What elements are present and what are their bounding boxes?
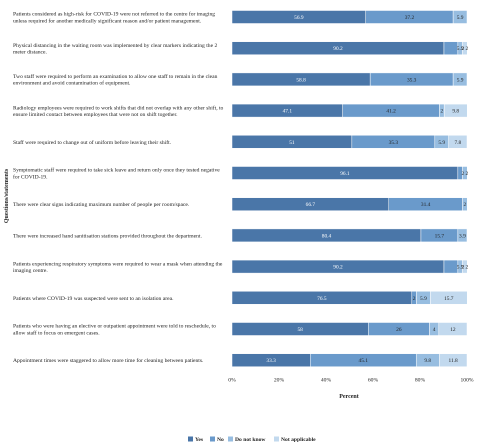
data-label: 12 (450, 327, 456, 333)
legend-swatch (274, 436, 279, 442)
bar-segment-do-not-know (462, 197, 468, 211)
data-label: 47.1 (283, 109, 293, 115)
data-label: 5.9 (457, 46, 464, 52)
data-label: 7.8 (454, 140, 461, 146)
bar-segment-do-not-know (452, 72, 468, 87)
legend-label: Not applicable (281, 437, 316, 443)
bar-segment-not-applicable (438, 322, 468, 336)
statement-label: Symptomatic staff were required to take … (13, 167, 220, 181)
data-label: 15.7 (444, 296, 454, 302)
x-tick-label: 60% (368, 378, 379, 384)
data-label: 15.7 (435, 233, 445, 239)
bar-segment-not-applicable (448, 135, 468, 149)
legend-swatch (210, 436, 215, 442)
data-label: 4 (433, 327, 436, 333)
bar-segment-not-applicable (462, 41, 468, 55)
data-label: 41.2 (386, 109, 396, 115)
data-label: 58.8 (296, 77, 306, 83)
data-label: 96.1 (340, 171, 350, 177)
statement-label: There were clear signs indicating maximu… (13, 201, 190, 208)
data-label: 35.3 (407, 77, 417, 83)
statement-label: Patients who were having an elective or … (13, 324, 216, 337)
bar-area (231, 10, 468, 367)
data-label: 33.3 (266, 358, 276, 364)
legend-label: Do not know (235, 437, 266, 443)
data-label: 5.9 (457, 77, 464, 83)
data-label: 90.2 (333, 265, 343, 271)
statement-label: Physical distancing in the waiting room … (13, 43, 217, 56)
bar-segment-not-applicable (443, 103, 468, 118)
bar-segment-do-not-know (462, 166, 468, 180)
value-labels: 56.9 37.2 5.990.2 5.92 258.8 35.3 5.947.1 41.2… (266, 15, 468, 364)
x-tick-label: 80% (415, 378, 426, 384)
data-label: 37.2 (405, 15, 415, 21)
x-axis: 0% 20% 40% 60% 80% 100% (228, 378, 474, 384)
data-label: 2 2 (462, 265, 469, 271)
data-label: 9.8 (452, 109, 459, 115)
data-label: 2 (441, 109, 444, 115)
legend-swatch (188, 436, 193, 442)
data-label: 2 (464, 202, 467, 208)
statement-label: Patients where COVID-19 was suspected we… (13, 296, 174, 302)
data-label: 45.1 (359, 358, 369, 364)
statement-label: Appointment times were staggered to allo… (13, 357, 204, 364)
statement-label: Patients considered as high-risk for COV… (13, 11, 215, 25)
y-axis-title: Questions/statements (4, 168, 10, 223)
legend: Yes No Do not know Not applicable (188, 436, 316, 443)
bar-segment-no (443, 41, 459, 55)
statement-label: Patients experiencing respiratory sympto… (13, 261, 223, 274)
statement-label: Two staff were required to perform an ex… (13, 73, 218, 87)
data-label: 80.4 (322, 233, 332, 239)
data-label: 66.7 (306, 202, 316, 208)
statement-labels: Patients considered as high-risk for COV… (13, 11, 224, 365)
x-tick-label: 0% (228, 378, 236, 384)
bar-segment-no (443, 259, 459, 274)
bar-segment-not-applicable (430, 291, 468, 305)
legend-label: No (217, 437, 224, 443)
data-label: 3.9 (459, 233, 466, 239)
statement-label: Radiology employees were required to wor… (13, 104, 224, 118)
x-tick-label: 100% (460, 378, 473, 384)
data-label: 90.2 (333, 46, 343, 52)
legend-label: Yes (195, 437, 204, 443)
data-label: 11.8 (449, 358, 459, 364)
bar-segment-do-not-know (452, 10, 468, 24)
data-label: 5.9 (438, 140, 445, 146)
bar-segment-not-applicable (462, 259, 468, 274)
data-label: 2 2 (462, 46, 469, 52)
data-label: 2 2 (462, 171, 469, 177)
data-label: 51 (289, 140, 295, 146)
data-label: 5.9 (457, 15, 464, 21)
data-label: 5.9 (457, 265, 464, 271)
data-label: 26 (396, 327, 402, 333)
data-label: 35.3 (389, 140, 399, 146)
data-label: 2 (413, 296, 416, 302)
data-label: 9.8 (424, 358, 431, 364)
statement-label: Staff were required to change out of uni… (13, 139, 172, 146)
data-label: 76.5 (317, 296, 327, 302)
legend-swatch (228, 436, 233, 442)
x-tick-label: 20% (274, 378, 285, 384)
bar-segment-not-applicable (439, 353, 468, 367)
statement-label: There were increased hand sanitisation s… (13, 233, 202, 239)
data-label: 5.9 (420, 296, 427, 302)
data-label: 58 (297, 327, 303, 333)
x-axis-title: Percent (339, 394, 359, 400)
data-label: 31.4 (421, 202, 431, 208)
bar-segment-do-not-know (457, 228, 468, 243)
data-label: 56.9 (294, 15, 304, 21)
x-tick-label: 40% (321, 378, 332, 384)
